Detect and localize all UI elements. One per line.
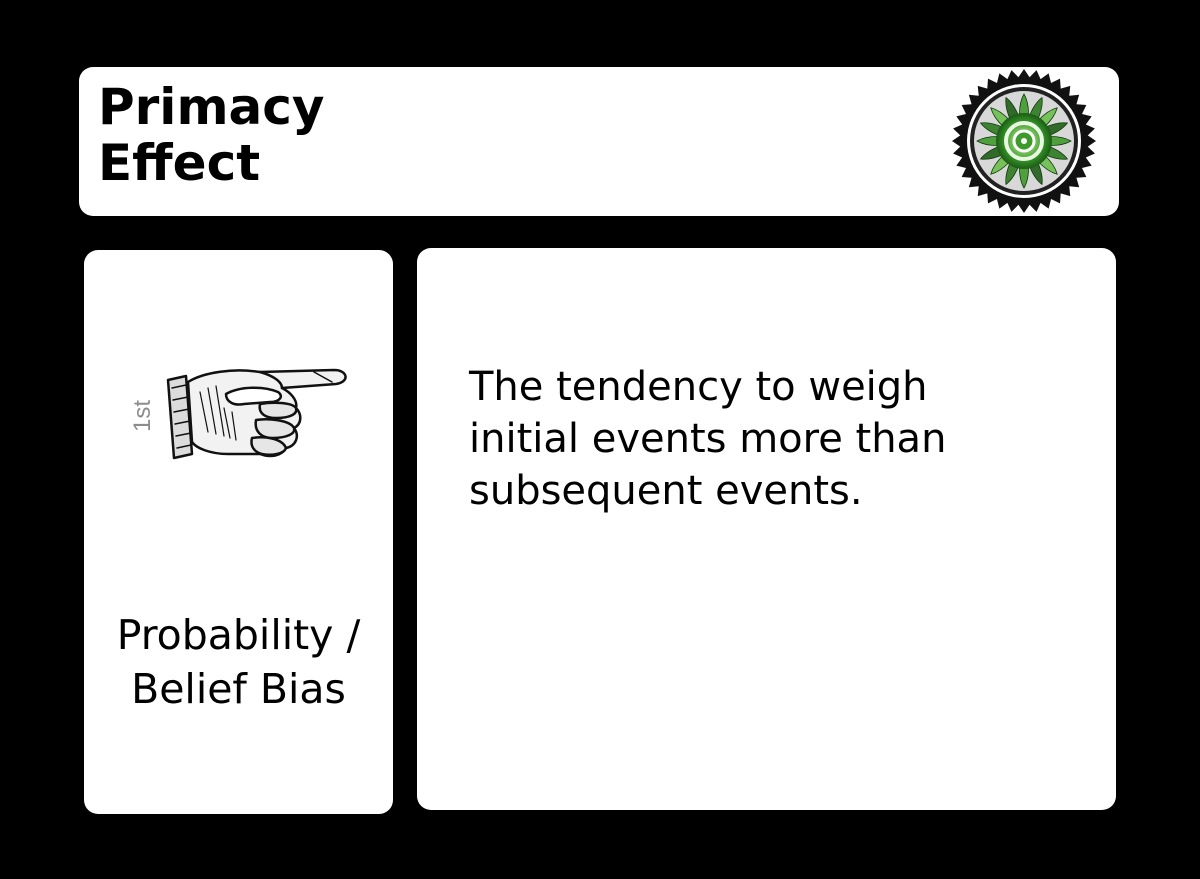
- bias-definition-line-2: initial events more than: [469, 416, 947, 462]
- hand-label: 1st: [129, 400, 156, 433]
- green-sunburst-seal-icon: [952, 69, 1096, 213]
- definition-panel: The tendency to weigh initial events mor…: [417, 248, 1116, 810]
- card-title-line-2: Effect: [98, 134, 261, 192]
- bias-category-line-2: Belief Bias: [131, 665, 346, 713]
- card-title: Primacy Effect: [98, 79, 325, 191]
- bias-category-line-1: Probability /: [116, 611, 361, 659]
- pointing-hand-icon: [166, 368, 347, 460]
- bias-category: Probability / Belief Bias: [84, 608, 393, 716]
- header-panel: Primacy Effect: [79, 67, 1119, 216]
- category-panel: 1st Probability / Belief Bias: [84, 250, 393, 814]
- bias-definition-line-1: The tendency to weigh: [469, 364, 928, 410]
- bias-definition-line-3: subsequent events.: [469, 468, 863, 514]
- card-title-line-1: Primacy: [98, 78, 325, 136]
- bias-definition: The tendency to weigh initial events mor…: [469, 361, 1089, 517]
